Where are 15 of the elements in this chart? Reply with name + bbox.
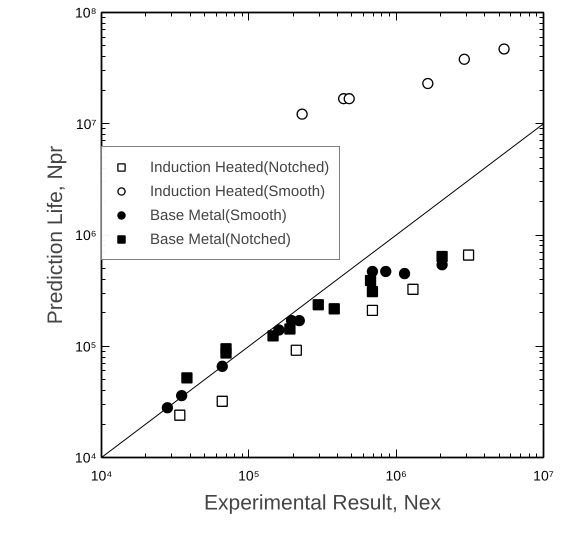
y-axis-title: Prediction Life, Npr xyxy=(44,146,67,324)
x-axis-title: Experimental Result, Nex xyxy=(204,492,442,514)
y-tick-label: 10⁵ xyxy=(75,338,97,354)
legend-label: Induction Heated(Smooth) xyxy=(150,182,326,200)
y-tick-label: 10⁷ xyxy=(76,116,97,132)
y-tick-label: 10⁴ xyxy=(74,450,97,466)
y-tick-label: 10⁶ xyxy=(75,227,97,243)
legend-label: Base Metal(Smooth) xyxy=(150,206,287,224)
legend-label: Induction Heated(Notched) xyxy=(150,158,330,176)
legend-label: Base Metal(Notched) xyxy=(150,230,291,248)
x-tick-label: 10⁵ xyxy=(238,468,260,484)
x-tick-label: 10⁴ xyxy=(90,468,112,484)
x-tick-label: 10⁶ xyxy=(386,468,407,484)
x-tick-label: 10⁷ xyxy=(533,468,554,484)
y-tick-label: 10⁸ xyxy=(75,4,97,20)
